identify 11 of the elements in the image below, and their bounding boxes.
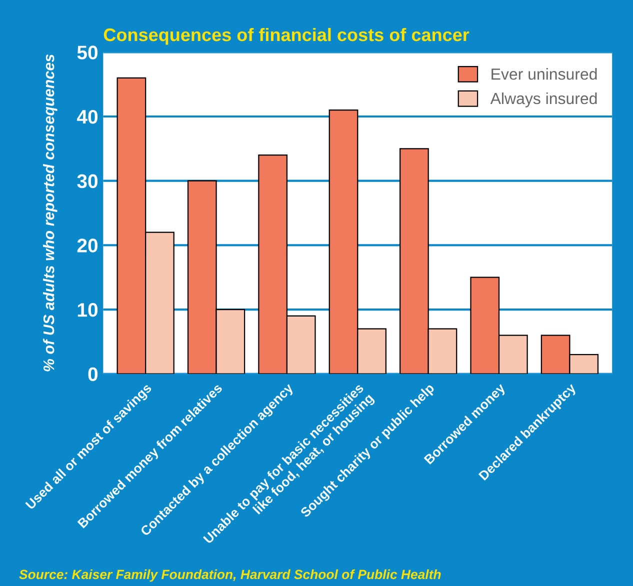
legend-label: Always insured	[490, 92, 597, 108]
y-tick-label: 30	[77, 174, 98, 188]
source-note: Source: Kaiser Family Foundation, Harvard School of Public Health	[19, 569, 441, 582]
y-axis-title: % of US adults who reported consequences	[43, 54, 58, 372]
y-tick-label: 10	[78, 302, 98, 317]
y-tick-label: 40	[76, 110, 98, 124]
y-tick-label: 50	[77, 46, 98, 60]
y-tick-label: 0	[88, 367, 98, 382]
y-tick-label: 20	[77, 238, 98, 252]
legend-label: Ever uninsured	[492, 68, 597, 80]
chart-title: Consequences of financial costs of cancer	[104, 28, 470, 45]
